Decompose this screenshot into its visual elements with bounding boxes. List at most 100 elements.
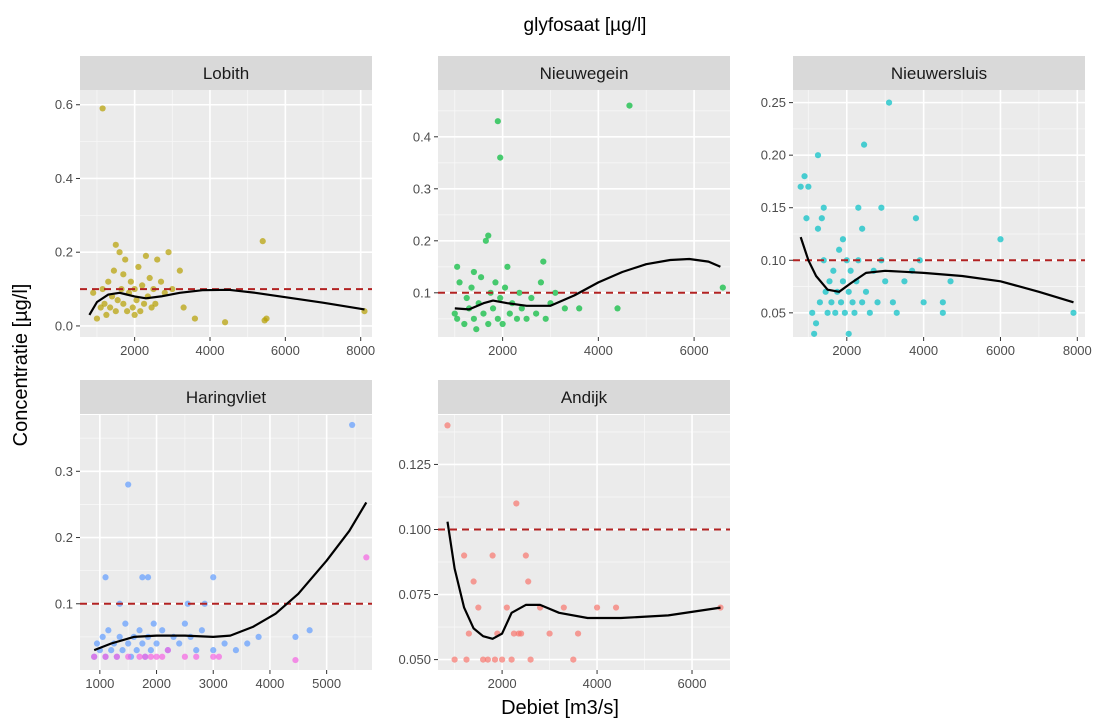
y-tick-label: 0.2 [55, 530, 73, 545]
data-point [159, 627, 166, 634]
data-point [165, 249, 172, 256]
x-tick-label: 1000 [85, 676, 114, 691]
panel-nieuwersluis: Nieuwersluis 2000 4000 6000 8000 0.05 0.10 0.15… [761, 56, 1092, 358]
data-point [465, 630, 472, 637]
data-point [874, 299, 881, 306]
data-point [576, 305, 583, 312]
data-point [451, 656, 458, 663]
data-point [498, 656, 506, 663]
x-tick-label: 6000 [678, 676, 707, 691]
data-point [499, 320, 506, 328]
data-point [113, 653, 120, 660]
data-point [719, 284, 726, 291]
y-tick-label: 0.050 [398, 652, 431, 667]
data-point [125, 640, 132, 647]
data-point [144, 574, 152, 581]
data-point [491, 656, 499, 663]
x-tick-label: 2000 [142, 676, 171, 691]
data-point [133, 297, 140, 304]
data-point [140, 300, 148, 307]
data-point [1070, 309, 1077, 316]
data-point [444, 422, 451, 429]
facet-label: Nieuwersluis [891, 64, 987, 83]
data-point [528, 294, 535, 302]
data-point [570, 656, 577, 663]
y-tick-label: 0.25 [761, 95, 786, 110]
data-point [210, 574, 217, 581]
data-point [542, 315, 549, 322]
data-point [820, 204, 827, 211]
data-point [546, 630, 553, 637]
data-point [259, 238, 266, 245]
data-point [193, 653, 200, 660]
data-point [461, 552, 468, 559]
data-point [859, 299, 866, 306]
data-point [136, 653, 143, 660]
data-point [862, 288, 870, 295]
data-point [816, 299, 823, 306]
y-tick-label: 0.0 [55, 318, 73, 333]
data-point [501, 284, 509, 291]
data-point [147, 647, 154, 654]
facet-strip [793, 56, 1085, 90]
plot-area [438, 415, 730, 670]
data-point [139, 640, 146, 647]
data-point [513, 500, 520, 507]
data-point [244, 640, 251, 647]
data-point [176, 267, 183, 274]
data-point [142, 252, 150, 259]
x-tick-label: 6000 [271, 343, 300, 358]
panel-nieuwegein: Nieuwegein 2000 4000 6000 0.1 0.2 0.3 0.4 [413, 56, 730, 358]
data-point [889, 299, 896, 306]
panel-lobith: Lobith 2000 4000 6000 8000 0.0 0.2 0.4 0.6 [55, 56, 375, 358]
data-point [824, 309, 831, 316]
data-point [939, 299, 946, 306]
data-point [210, 647, 217, 654]
data-point [129, 304, 136, 311]
data-point [593, 604, 601, 611]
data-point [818, 215, 825, 222]
data-point [560, 604, 567, 611]
data-point [475, 604, 482, 611]
data-point [527, 656, 534, 663]
panel-haringvliet: Haringvliet 1000 2000 3000 4000 5000 0.1 0.2 0.3 [55, 380, 372, 691]
data-point [506, 310, 513, 317]
data-point [826, 278, 833, 285]
data-point [477, 274, 485, 281]
data-point [920, 299, 927, 306]
data-point [215, 653, 223, 660]
smooth-curve [799, 236, 1074, 304]
data-point [522, 552, 529, 559]
data-point [845, 330, 852, 337]
data-point [480, 656, 487, 663]
data-point [537, 279, 545, 286]
data-point [93, 640, 101, 647]
data-point [456, 279, 463, 286]
data-point [489, 552, 496, 559]
data-point [837, 299, 845, 306]
y-tick-label: 0.1 [413, 285, 431, 300]
y-tick-label: 0.2 [55, 245, 73, 260]
data-point [561, 305, 568, 312]
data-point [91, 653, 98, 660]
data-point [181, 653, 188, 660]
data-point [494, 118, 501, 125]
data-point [99, 105, 106, 112]
data-point [470, 315, 478, 322]
data-point [93, 315, 101, 322]
facet-label: Lobith [203, 64, 249, 83]
data-point [105, 627, 112, 634]
data-point [147, 653, 154, 660]
plot-area [80, 415, 372, 670]
data-point [255, 633, 262, 640]
y-tick-label: 0.4 [413, 129, 431, 144]
data-point [180, 304, 187, 311]
panel-background [793, 90, 1085, 337]
data-point [107, 304, 114, 311]
data-point [102, 653, 109, 660]
x-tick-label: 6000 [680, 343, 709, 358]
x-tick-label: 8000 [1063, 343, 1092, 358]
data-point [102, 574, 109, 581]
plot-area [793, 90, 1085, 337]
data-point [523, 315, 530, 322]
